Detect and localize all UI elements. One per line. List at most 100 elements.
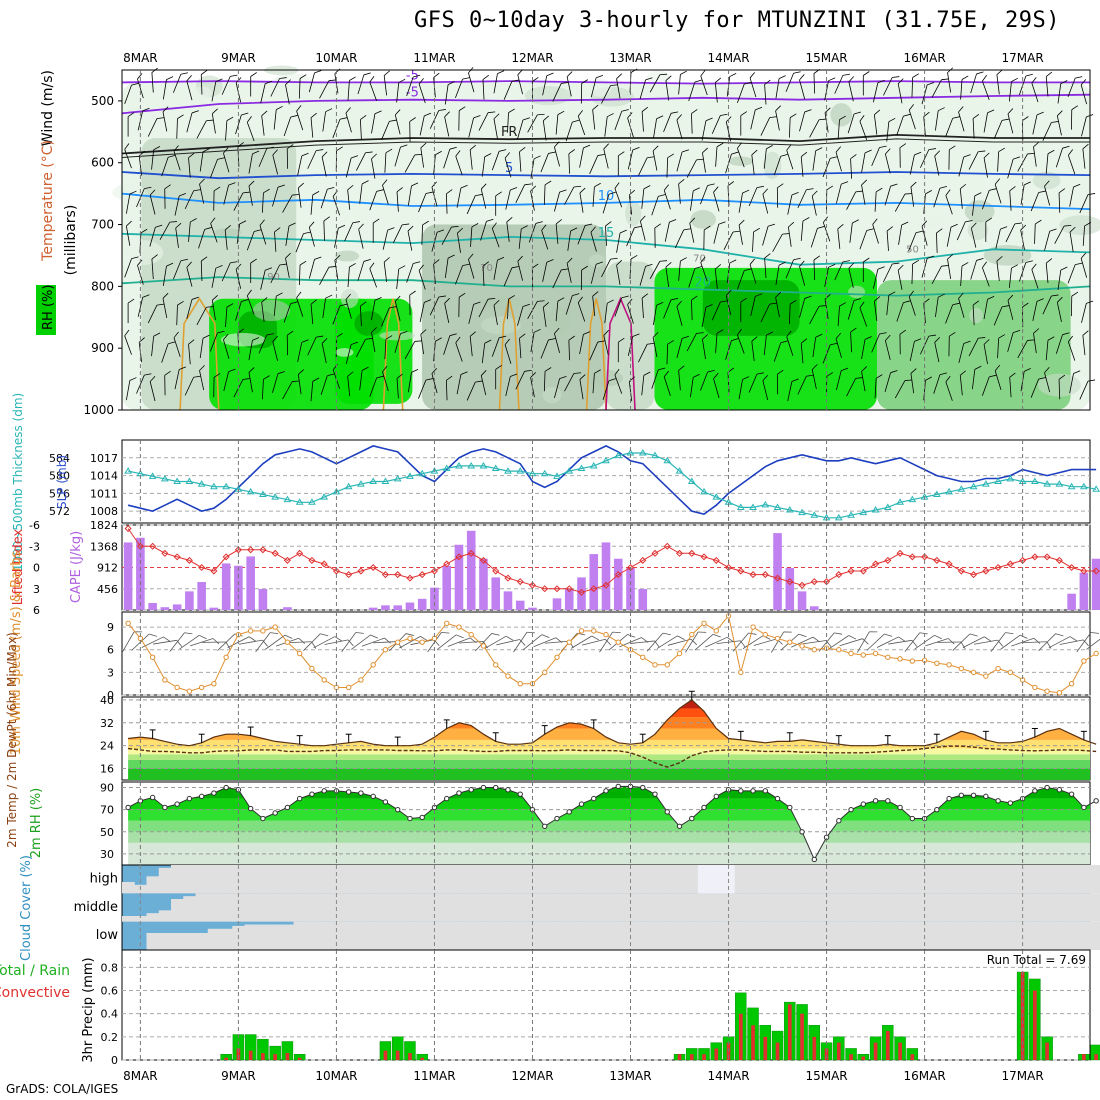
wind-barb-feather xyxy=(462,263,470,267)
wind-speed-marker xyxy=(505,673,511,679)
rh-marker xyxy=(885,798,891,804)
wind-barb xyxy=(872,218,879,244)
wind-barb-feather xyxy=(568,335,575,341)
wind-barb-feather xyxy=(632,147,640,151)
surface-wind-barb-feather xyxy=(712,633,721,638)
wind-barb-staff xyxy=(763,335,767,356)
lifted-index-marker xyxy=(161,549,169,557)
wind-barb-feather xyxy=(764,253,771,259)
wind-barb xyxy=(125,190,137,214)
wind-barb-feather xyxy=(982,261,987,268)
wind-barb-staff xyxy=(799,266,806,286)
wind-barb-feather xyxy=(230,261,238,264)
wind-barb-staff xyxy=(246,231,255,251)
wind-barb xyxy=(799,260,806,286)
wind-barb-feather xyxy=(350,155,359,159)
wind-barb-staff xyxy=(886,230,889,251)
wind-barb-feather xyxy=(371,153,377,160)
wind-barb-staff xyxy=(725,121,732,142)
cloud-clear-cell xyxy=(465,865,478,894)
wind-barb-feather xyxy=(242,378,251,380)
rh-shade-cell xyxy=(919,216,948,230)
wind-barb xyxy=(970,222,977,248)
wind-barb-feather xyxy=(188,152,195,159)
wind-barb-feather xyxy=(276,292,283,297)
wind-barb-feather xyxy=(861,366,868,372)
wind-barb-staff xyxy=(418,270,426,290)
wind-barb xyxy=(862,71,870,96)
wind-barb xyxy=(604,299,614,324)
wind-barb xyxy=(1030,190,1046,212)
rh-marker xyxy=(211,790,217,796)
wind-barb-staff xyxy=(960,265,963,287)
thickness-marker xyxy=(259,490,267,497)
wind-barb-staff xyxy=(786,150,794,170)
wind-barb-feather xyxy=(561,268,569,271)
wind-barb-staff xyxy=(1031,269,1039,289)
wind-barb-staff xyxy=(176,305,178,326)
wind-barb-staff xyxy=(665,80,670,101)
wind-barb-feather xyxy=(667,153,674,159)
wind-barb-staff xyxy=(1045,263,1049,283)
wind-barb-staff xyxy=(894,380,906,399)
wind-barb-feather xyxy=(643,185,651,190)
cloud-clear-cell xyxy=(759,865,772,894)
upper-air-frame xyxy=(121,69,1091,411)
thickness-marker xyxy=(602,456,610,464)
slp-tick-label: 1014 xyxy=(90,470,118,483)
wind-barb xyxy=(983,109,995,133)
wind-barb-staff xyxy=(406,263,414,283)
wind-barb-feather xyxy=(190,218,197,223)
wind-barb-staff xyxy=(1031,82,1039,103)
wind-barb-staff xyxy=(310,194,314,215)
wind-barb-feather xyxy=(811,190,818,197)
wind-barb xyxy=(517,117,530,140)
wind-barb-feather xyxy=(469,144,476,151)
surface-wind-barb-feather xyxy=(627,634,636,638)
wind-barb xyxy=(321,337,328,364)
wind-barb-feather xyxy=(541,224,547,231)
wind-barb-staff xyxy=(566,263,572,283)
wind-barb-feather xyxy=(349,263,356,268)
wind-barb-feather xyxy=(1073,370,1081,374)
wind-barb xyxy=(846,377,863,397)
wind-barb-staff xyxy=(320,189,328,209)
wind-barb-staff xyxy=(383,262,388,282)
wind-barb xyxy=(565,119,580,142)
wind-barb xyxy=(371,296,382,321)
wind-barb xyxy=(749,72,757,98)
wind-barb-staff xyxy=(259,225,267,245)
wind-barb-staff xyxy=(872,82,879,103)
wind-barb xyxy=(614,295,629,317)
wind-barb-staff xyxy=(590,77,597,98)
wind-barb-feather xyxy=(874,296,881,302)
wind-barb-feather xyxy=(777,183,784,189)
date-label-bottom: 16MAR xyxy=(903,1069,945,1083)
wind-speed-marker xyxy=(345,684,352,691)
lifted-index-marker xyxy=(1092,567,1100,575)
wind-barb-staff xyxy=(652,337,658,358)
wind-speed-marker xyxy=(174,684,180,691)
rh-contour-label: 50 xyxy=(906,244,919,255)
cloud-clear-cell xyxy=(550,921,564,950)
lifted-index-tick-label: 0 xyxy=(33,562,40,575)
cloud-clear-cell xyxy=(367,893,380,922)
wind-barb xyxy=(737,328,745,354)
cape-bar xyxy=(258,589,268,610)
wind-barb xyxy=(873,109,881,135)
wind-barb-staff xyxy=(663,299,672,319)
slp-tick-label: 1011 xyxy=(90,487,118,500)
wind-barb xyxy=(356,151,373,171)
precip-convective-bar xyxy=(408,1053,412,1060)
wind-barb xyxy=(811,190,818,216)
wind-barb-staff xyxy=(996,74,1000,95)
wind-barb-feather xyxy=(265,267,273,271)
cloud-clear-cell xyxy=(354,921,368,950)
wind-barb-staff xyxy=(982,80,990,101)
wind-barb xyxy=(849,219,859,243)
wind-barb xyxy=(272,371,285,394)
surface-wind-barb xyxy=(201,641,231,650)
temp-band xyxy=(128,739,1090,749)
surface-wind-barb-feather xyxy=(149,633,157,637)
cloud-clear-cell xyxy=(1090,865,1100,894)
